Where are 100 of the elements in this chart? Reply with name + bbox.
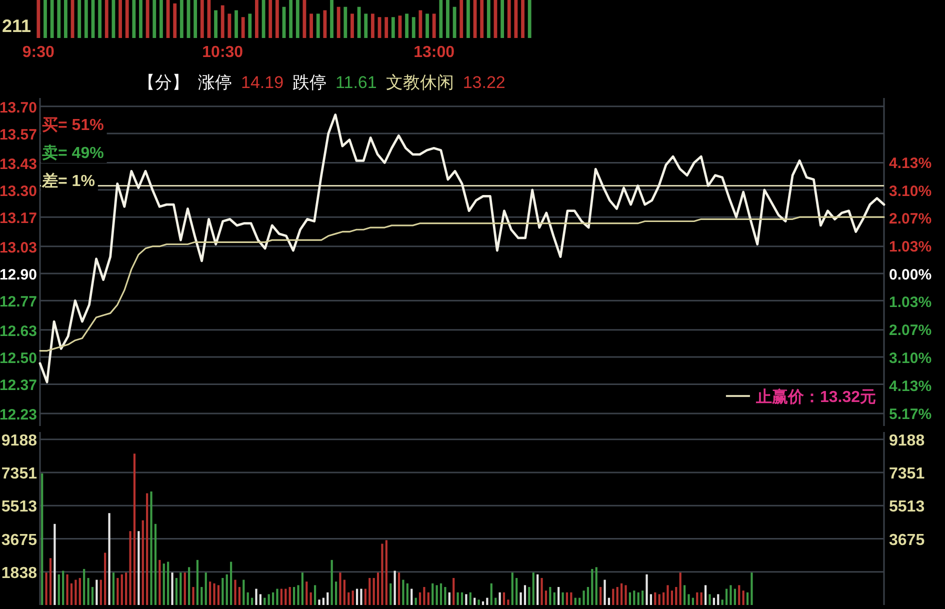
bar: [200, 0, 204, 38]
bar: [350, 14, 354, 38]
bar: [514, 0, 518, 38]
bar: [200, 586, 203, 605]
bar: [486, 0, 490, 38]
bar: [264, 598, 266, 605]
bar: [372, 578, 375, 605]
bar: [58, 574, 60, 605]
text: 文教休闲: [386, 73, 454, 92]
y-tick-label: 3675: [1, 532, 38, 549]
bar: [482, 601, 484, 605]
bar: [536, 574, 539, 605]
bar: [146, 493, 148, 605]
y2-tick-label: 4.13%: [889, 155, 932, 172]
y-tick-label: 9188: [1, 432, 38, 450]
bar: [666, 585, 669, 605]
bar: [426, 14, 429, 38]
bar: [50, 0, 54, 38]
y-tick-label: 13.70: [0, 99, 37, 116]
bar: [524, 585, 526, 605]
bar: [364, 14, 368, 38]
text: 涨停: [198, 73, 232, 92]
bar: [318, 600, 320, 605]
bar: [241, 17, 245, 38]
bar: [730, 585, 732, 605]
y-tick-label: 13.30: [0, 182, 37, 200]
bar: [209, 582, 212, 605]
bar: [288, 586, 291, 605]
bar: [460, 0, 464, 38]
bar: [712, 598, 715, 605]
bar: [104, 0, 108, 38]
bar: [292, 586, 296, 605]
bar: [381, 544, 384, 605]
bar: [460, 592, 464, 605]
bar: [725, 588, 728, 605]
bar: [658, 594, 660, 605]
bar: [566, 592, 568, 605]
bar: [683, 585, 686, 605]
bar: [112, 0, 116, 38]
bar: [595, 567, 598, 605]
bar: [268, 594, 270, 605]
bar: [612, 588, 614, 605]
bar: [192, 586, 194, 605]
bar: [427, 592, 430, 605]
bar: [549, 586, 552, 605]
bar: [688, 594, 690, 605]
bar: [322, 598, 324, 605]
bar: [738, 585, 740, 605]
annotation: 卖= 49%: [42, 144, 104, 162]
text: 14.19: [241, 73, 284, 92]
bar: [562, 592, 564, 605]
bar: [444, 586, 446, 605]
bar: [171, 572, 174, 605]
bar: [242, 580, 245, 605]
bar: [180, 0, 184, 38]
bar: [343, 580, 346, 605]
annotation: 买= 51%: [42, 117, 104, 134]
bar: [146, 0, 150, 38]
bar: [78, 578, 81, 605]
bar: [520, 592, 522, 605]
bar: [633, 590, 636, 605]
bar: [516, 578, 518, 605]
bar: [323, 10, 327, 38]
bar: [196, 560, 199, 605]
bar: [44, 0, 47, 38]
bar: [734, 588, 736, 605]
bar: [494, 598, 497, 605]
bar: [248, 14, 252, 38]
bar: [384, 17, 388, 38]
bar: [138, 531, 140, 605]
bar: [87, 578, 90, 605]
bar: [352, 590, 354, 605]
bar: [54, 524, 56, 605]
bar: [490, 583, 492, 605]
bar: [234, 10, 238, 38]
y2-tick-label: 3.10%: [889, 182, 932, 200]
bar: [129, 531, 132, 605]
bar: [132, 0, 136, 38]
bar: [582, 590, 585, 605]
annotation: 差= 1%: [41, 172, 95, 190]
bar: [154, 524, 157, 605]
bar: [440, 583, 442, 605]
bar: [152, 0, 156, 38]
bar: [704, 585, 707, 605]
bar: [255, 0, 258, 38]
bar: [78, 0, 82, 38]
bar: [478, 600, 480, 605]
bar: [385, 540, 388, 605]
bar: [446, 0, 450, 38]
bar: [452, 578, 455, 605]
text: 13.22: [462, 73, 506, 92]
bar: [570, 592, 572, 605]
bar: [532, 572, 534, 605]
bar: [284, 588, 287, 605]
bar: [173, 3, 177, 38]
bar: [306, 582, 308, 605]
bar: [364, 588, 366, 605]
bar: [502, 592, 506, 605]
bar: [194, 0, 198, 38]
bar: [750, 572, 753, 605]
